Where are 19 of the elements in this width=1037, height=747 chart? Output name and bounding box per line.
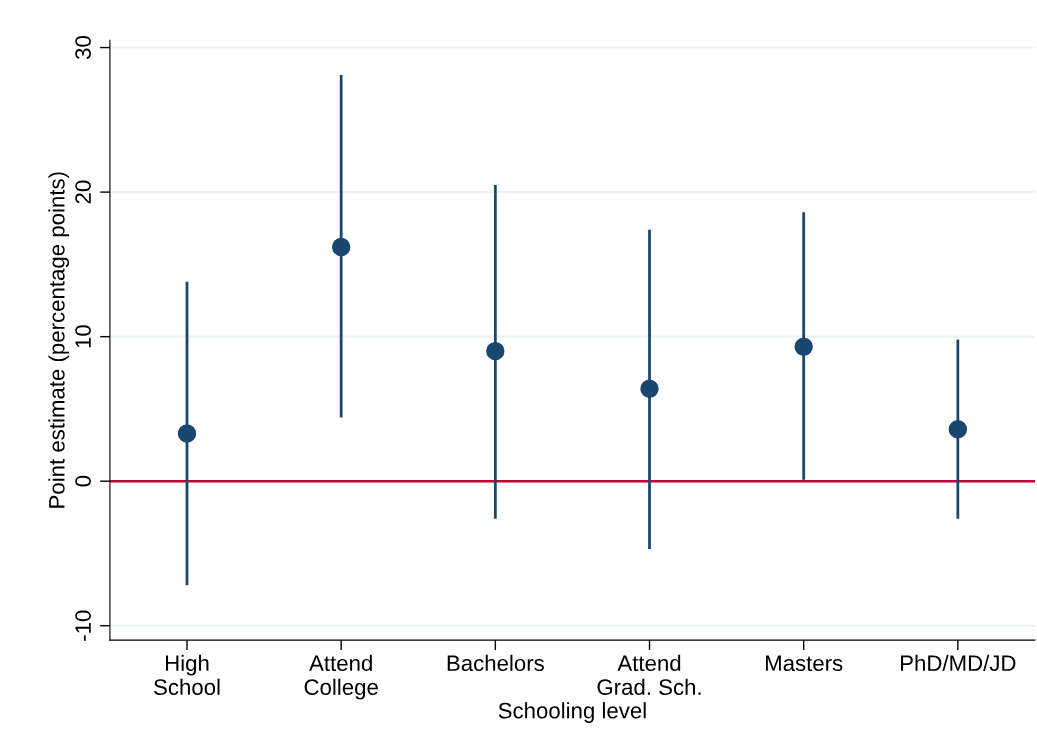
y-tick-label: 10 [75,325,91,348]
point [794,337,813,356]
x-tick-label: Bachelors [447,654,544,672]
x-axis-title: Schooling level [498,702,646,723]
point [486,341,505,361]
point [177,424,197,443]
point [948,419,968,439]
x-tick-label: Attend Grad. Sch. [597,654,701,696]
y-tick-label: 0 [75,475,91,487]
point [331,237,351,257]
y-tick-label: 20 [75,180,91,204]
x-tick-label: PhD/MD/JD [901,654,1016,672]
y-tick-label: -10 [75,610,91,641]
y-tick-label: 30 [75,36,91,60]
x-tick-label: Masters [765,655,843,672]
x-tick-label: Attend College [304,654,378,700]
point [640,379,659,398]
y-axis-title: Point estimate (percentage points) [48,172,70,508]
x-tick-label: High School [154,654,220,696]
